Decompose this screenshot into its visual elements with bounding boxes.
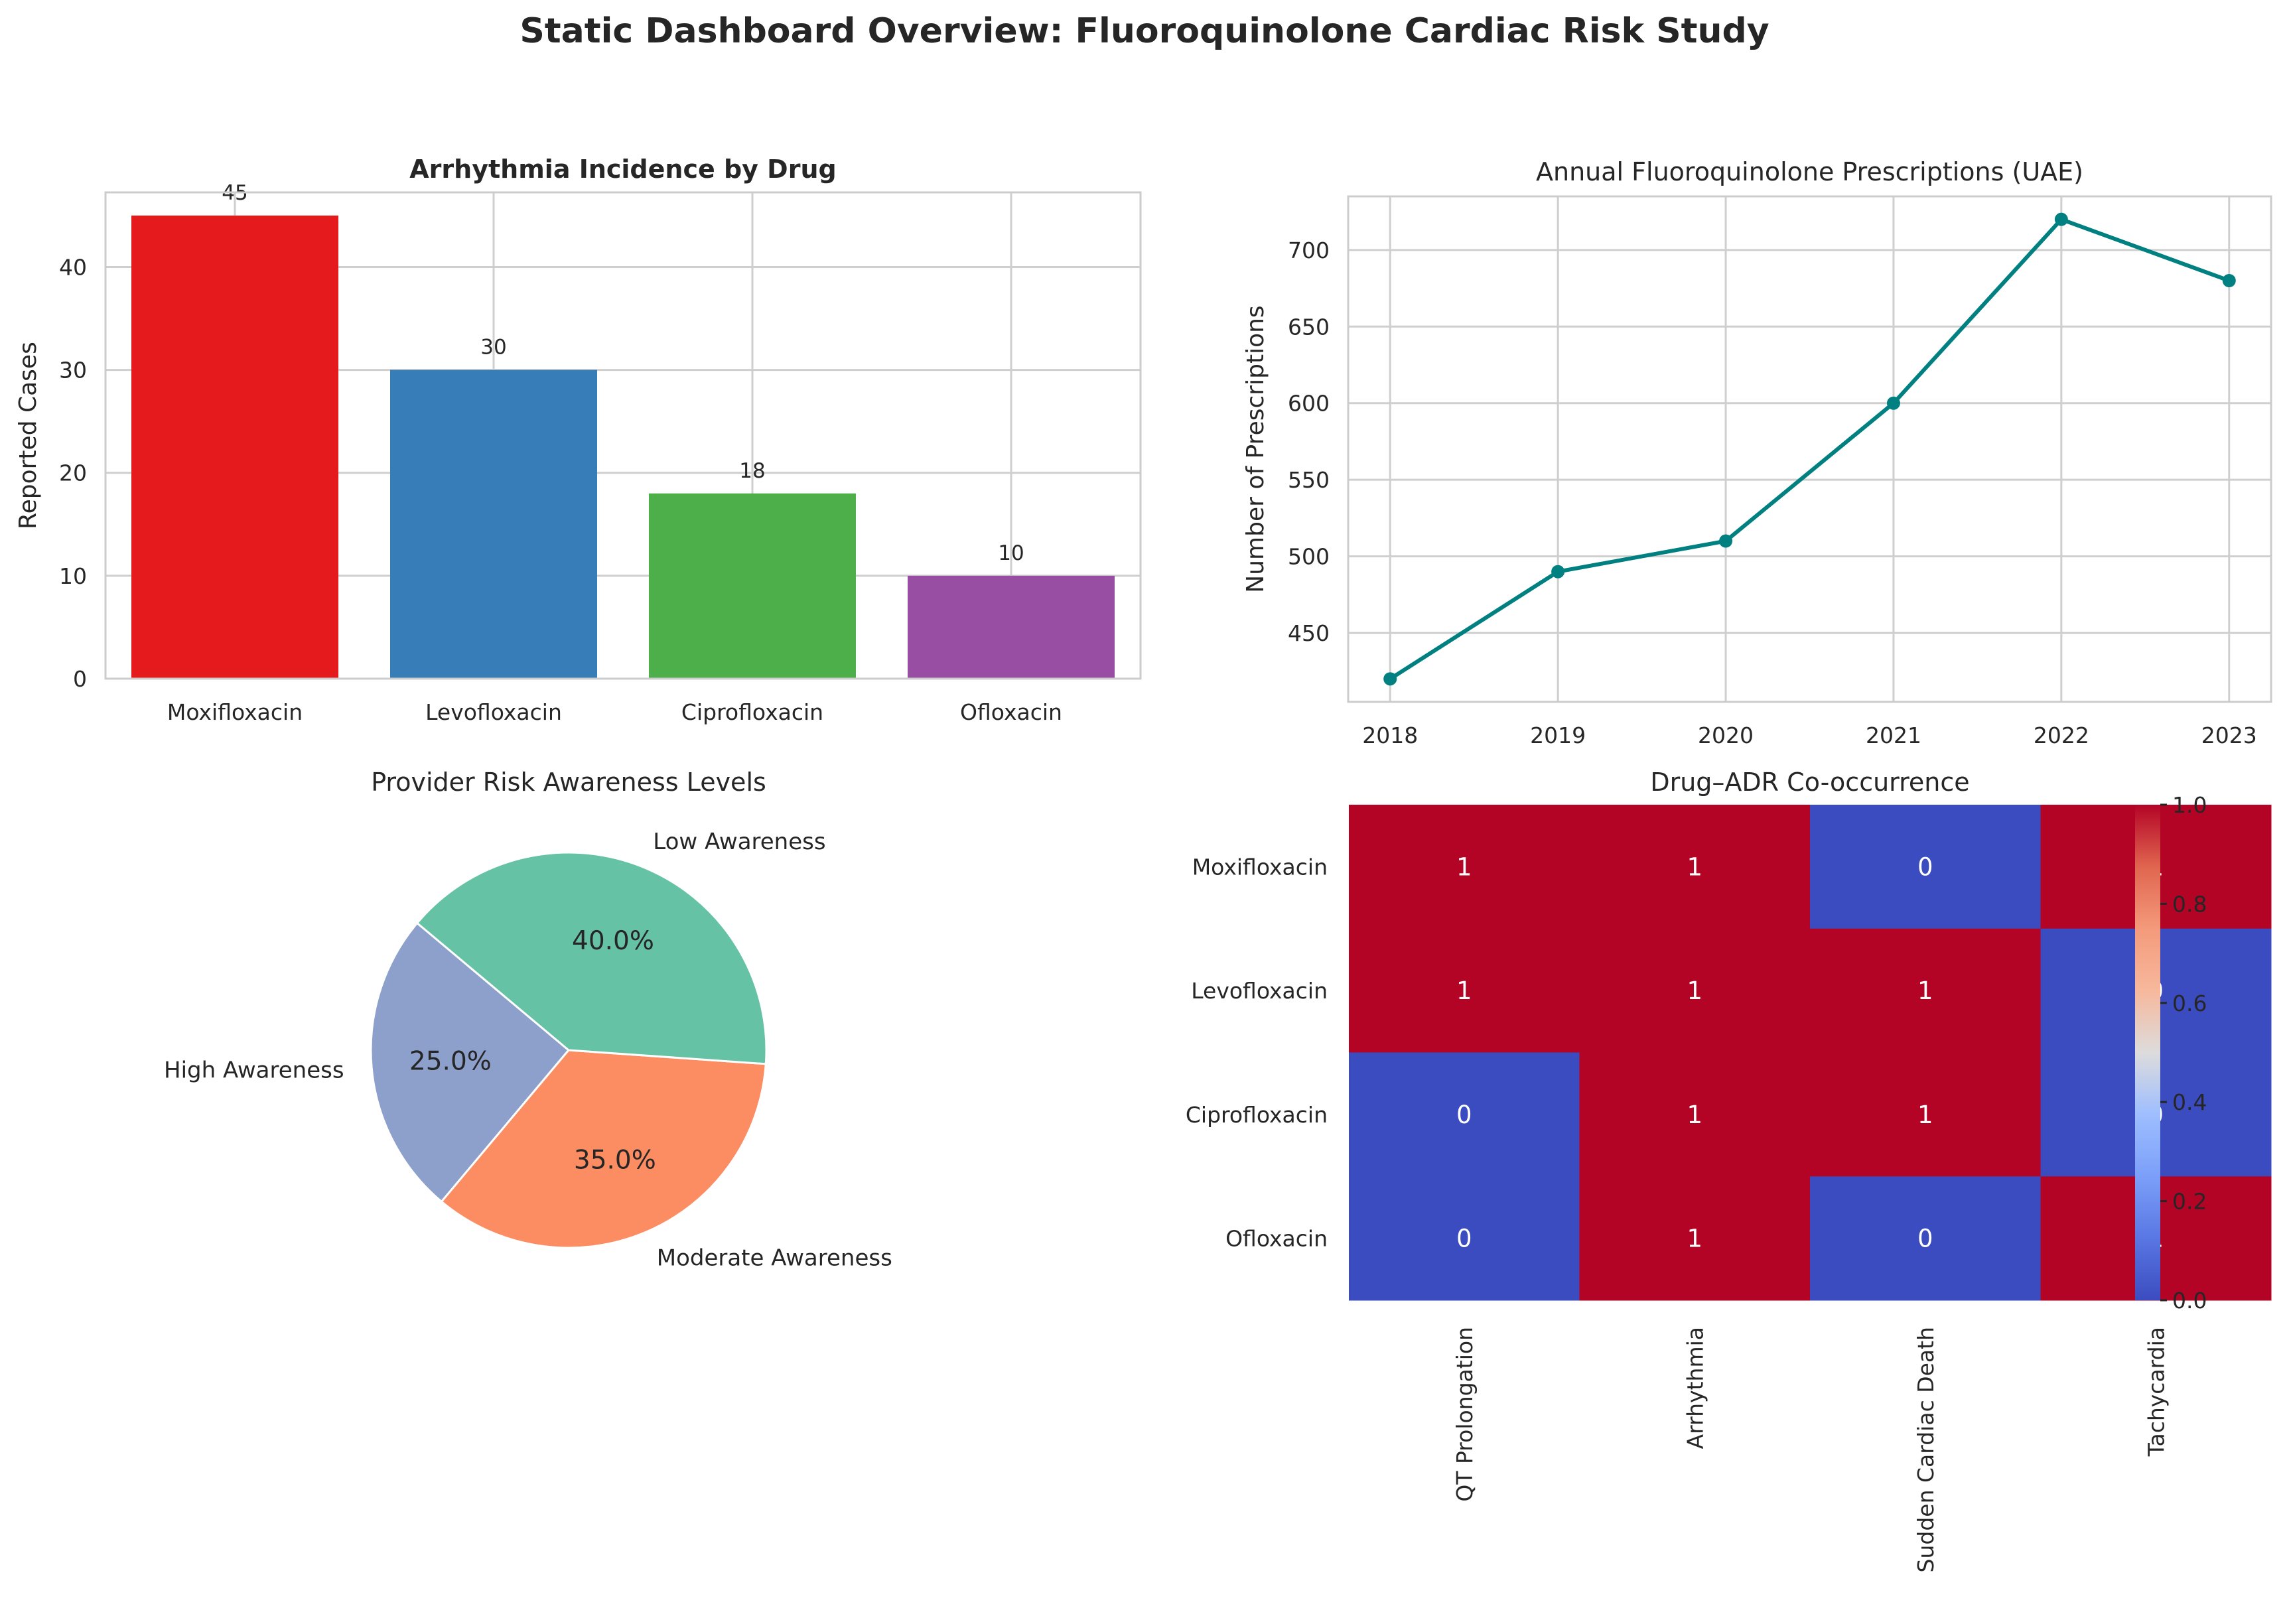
line-x-tick-label: 2022 xyxy=(2034,722,2089,748)
line-point xyxy=(1886,396,1900,410)
heatmap-cell xyxy=(1810,1176,2041,1301)
line-chart-title: Annual Fluoroquinolone Prescriptions (UA… xyxy=(1536,157,2083,186)
heatmap-row-label: Moxifloxacin xyxy=(1192,854,1328,880)
bar-x-tick-label: Ofloxacin xyxy=(960,699,1062,725)
pie-chart-panel: High Awareness 25.0% Moderate Awareness 35.… xyxy=(164,768,892,1272)
bar-data-label: 18 xyxy=(739,459,765,483)
heatmap-col-label: Arrhythmia xyxy=(1682,1327,1708,1449)
heatmap-cell xyxy=(1810,928,2041,1053)
pie-percent-label: 25.0% xyxy=(409,1047,492,1077)
line-x-tick-label: 2019 xyxy=(1530,722,1586,748)
bar-y-tick-label: 40 xyxy=(59,254,87,280)
line-chart-panel: 450 500 550 600 650 700 2018 2019 2020 2021 2022 20… xyxy=(1242,157,2272,748)
pie-slice-label: Low Awareness xyxy=(653,829,825,855)
heatmap-cell xyxy=(1579,1176,1811,1301)
pie-slice-label: Moderate Awareness xyxy=(657,1245,892,1272)
line-point xyxy=(1719,534,1733,548)
dashboard-title: Static Dashboard Overview: Fluoroquinolo… xyxy=(520,11,1769,51)
heatmap-cell xyxy=(1579,805,1811,929)
heatmap-cell-value: 1 xyxy=(1687,977,1702,1005)
line-point xyxy=(1383,672,1397,686)
pie-percent-label: 35.0% xyxy=(574,1146,656,1176)
bar-chart-title: Arrhythmia Incidence by Drug xyxy=(409,155,836,184)
heatmap-cell xyxy=(1810,1052,2041,1177)
heatmap-col-label: QT Prolongation xyxy=(1452,1327,1478,1502)
line-y-tick-label: 450 xyxy=(1288,620,1330,646)
bar-ofloxacin xyxy=(908,575,1115,679)
line-y-tick-label: 650 xyxy=(1288,314,1330,340)
colorbar-tick-label: 0.8 xyxy=(2172,891,2207,917)
heatmap-cell-value: 1 xyxy=(1456,852,1472,881)
bar-chart-panel: 01020304045Moxifloxacin30Levofloxacin18C… xyxy=(15,155,1142,725)
heatmap-cell xyxy=(1349,805,1580,929)
heatmap-cell-value: 1 xyxy=(1687,1101,1702,1129)
pie-slice-label: High Awareness xyxy=(164,1057,344,1084)
line-y-tick-label: 550 xyxy=(1288,467,1330,493)
line-x-tick-label: 2018 xyxy=(1362,722,1418,748)
colorbar-tick-label: 0.2 xyxy=(2172,1189,2207,1215)
heatmap-cell-value: 0 xyxy=(1917,1225,1933,1253)
heatmap-title: Drug–ADR Co-occurrence xyxy=(1650,768,1969,797)
heatmap-col-label: Sudden Cardiac Death xyxy=(1913,1327,1939,1572)
line-x-tick-label: 2023 xyxy=(2201,722,2257,748)
heatmap-cell-value: 1 xyxy=(1917,977,1933,1005)
heatmap-cell xyxy=(1349,928,1580,1053)
heatmap-row-label: Ofloxacin xyxy=(1225,1226,1328,1252)
bar-data-label: 30 xyxy=(480,336,506,360)
line-x-tick-label: 2021 xyxy=(1866,722,1921,748)
heatmap-cell-value: 0 xyxy=(1917,852,1933,881)
pie-chart-title: Provider Risk Awareness Levels xyxy=(371,768,766,797)
heatmap-row-label: Levofloxacin xyxy=(1191,978,1328,1004)
line-plot-frame xyxy=(1347,195,2272,703)
bar-y-tick-label: 20 xyxy=(59,460,87,486)
pie-slice-low-awareness xyxy=(415,851,768,1065)
heatmap-cell xyxy=(1349,1176,1580,1301)
heatmap-cell-value: 1 xyxy=(1456,977,1472,1005)
line-y-axis-label: Number of Prescriptions xyxy=(1242,305,1269,592)
bar-y-axis-label: Reported Cases xyxy=(15,342,42,529)
bar-y-tick-label: 10 xyxy=(59,563,87,589)
bar-y-tick-label: 0 xyxy=(73,666,87,692)
bar-levofloxacin xyxy=(390,370,597,679)
line-point xyxy=(2222,274,2236,287)
heatmap-cell xyxy=(1349,1052,1580,1177)
bar-data-label: 10 xyxy=(998,541,1024,565)
line-y-tick-label: 700 xyxy=(1288,237,1330,263)
heatmap-cell-value: 0 xyxy=(1456,1101,1472,1129)
line-y-tick-label: 600 xyxy=(1288,391,1330,417)
line-plot-area xyxy=(1348,196,2271,702)
heatmap-cell xyxy=(1579,1052,1811,1177)
colorbar-tick-label: 0.0 xyxy=(2172,1288,2207,1314)
pie-slice-high-awareness xyxy=(370,921,571,1203)
heatmap-col-label: Tachycardia xyxy=(2143,1327,2169,1457)
line-x-tick-label: 2020 xyxy=(1698,722,1754,748)
heatmap-cell-value: 1 xyxy=(1917,1101,1933,1129)
heatmap-cell-value: 0 xyxy=(1456,1225,1472,1253)
bar-plot-frame xyxy=(104,191,1142,680)
pie-slice-moderate-awareness xyxy=(440,1049,767,1249)
line-y-tick-label: 500 xyxy=(1288,544,1330,570)
bar-y-tick-label: 30 xyxy=(59,358,87,383)
heatmap-cell xyxy=(1579,928,1811,1053)
bar-x-tick-label: Levofloxacin xyxy=(425,699,562,725)
heatmap-panel: 1101111001100101MoxifloxacinLevofloxacin… xyxy=(1186,768,2272,1572)
heatmap-cell-value: 1 xyxy=(1687,1225,1702,1253)
heatmap-row-label: Ciprofloxacin xyxy=(1186,1102,1328,1128)
colorbar-tick-label: 0.6 xyxy=(2172,990,2207,1016)
heatmap-cell xyxy=(1810,805,2041,929)
colorbar xyxy=(2135,805,2160,1300)
bar-moxifloxacin xyxy=(131,215,338,679)
bar-x-tick-label: Ciprofloxacin xyxy=(681,699,823,725)
line-series xyxy=(1389,217,2230,681)
pie-percent-label: 40.0% xyxy=(572,926,654,956)
line-point xyxy=(1551,565,1565,578)
line-point xyxy=(2054,212,2068,226)
bar-ciprofloxacin xyxy=(649,493,856,679)
heatmap-cell-value: 1 xyxy=(1687,852,1702,881)
colorbar-tick-label: 0.4 xyxy=(2172,1089,2207,1115)
colorbar-tick-label: 1.0 xyxy=(2172,792,2207,818)
bar-x-tick-label: Moxifloxacin xyxy=(167,699,303,725)
